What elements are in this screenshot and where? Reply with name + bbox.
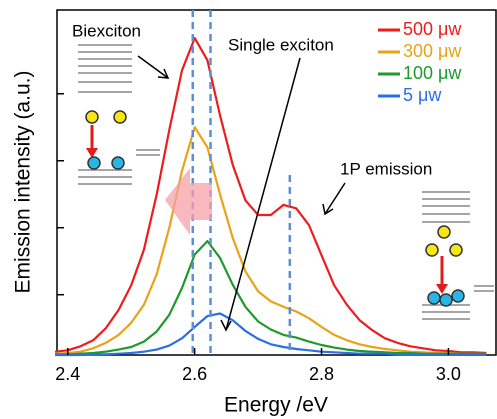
shift-arrow bbox=[165, 168, 212, 235]
series-line bbox=[55, 240, 487, 356]
series-line bbox=[55, 126, 487, 355]
annotation: Biexciton bbox=[72, 21, 141, 40]
x-tick-label: 2.6 bbox=[182, 364, 207, 384]
legend-label: 5 μw bbox=[403, 85, 442, 105]
plot-area bbox=[54, 10, 487, 357]
diagram-1p bbox=[422, 191, 494, 320]
series-line bbox=[54, 37, 487, 355]
diagram-biexciton bbox=[78, 44, 160, 185]
y-axis-title: Emission intensity (a.u.) bbox=[12, 71, 35, 294]
plot-frame bbox=[56, 9, 497, 356]
series-line bbox=[55, 312, 487, 357]
legend-label: 100 μw bbox=[403, 63, 462, 83]
x-tick-label: 2.4 bbox=[55, 364, 80, 384]
annotation: 1P emission bbox=[340, 159, 432, 178]
legend-label: 300 μw bbox=[403, 41, 462, 61]
annotation: Single exciton bbox=[228, 35, 334, 54]
x-tick-label: 3.0 bbox=[436, 364, 461, 384]
x-axis-title: Energy /eV bbox=[224, 394, 328, 417]
annotation-arrows bbox=[137, 55, 346, 332]
x-tick-label: 2.8 bbox=[309, 364, 334, 384]
legend-label: 500 μw bbox=[403, 19, 462, 39]
